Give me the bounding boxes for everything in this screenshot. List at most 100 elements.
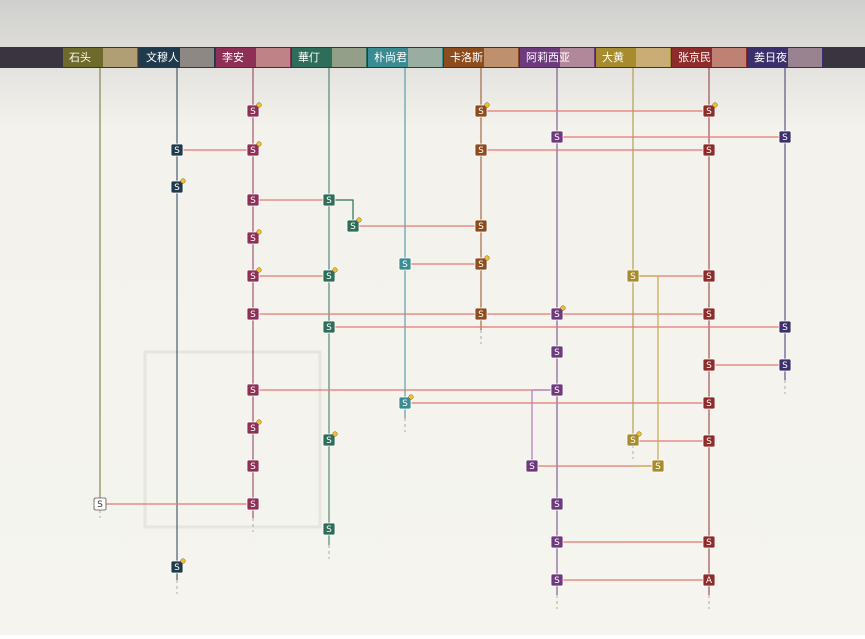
story-node[interactable]: S [550,535,564,549]
story-node[interactable]: S [246,419,262,435]
story-node[interactable]: S [626,431,642,447]
story-node[interactable]: S [474,143,488,157]
node-box [246,459,260,473]
story-node[interactable]: S [398,257,412,271]
node-box [626,433,640,447]
story-node[interactable]: S [702,396,716,410]
story-node[interactable]: S [246,267,262,283]
story-node[interactable]: S [246,497,260,511]
node-label: S [554,386,560,396]
node-box [246,497,260,511]
story-node[interactable]: S [322,267,338,283]
node-label: S [655,462,661,472]
node-star [332,267,338,273]
story-node[interactable]: S [246,193,260,207]
story-node[interactable]: A [702,573,716,587]
node-label: S [554,576,560,586]
node-box [246,269,260,283]
node-star [636,431,642,437]
node-box [702,269,716,283]
node-label: S [97,500,103,510]
column-name: 石头 [69,51,91,64]
node-label: S [706,272,712,282]
story-node[interactable]: S [170,558,186,574]
story-node[interactable]: S [550,383,564,397]
story-node[interactable]: S [322,193,336,207]
story-node[interactable]: S [246,229,262,245]
node-label: S [250,107,256,117]
story-node[interactable]: S [550,497,564,511]
story-node[interactable]: S [322,431,338,447]
story-node[interactable]: S [778,320,792,334]
node-box [474,143,488,157]
node-label: S [782,133,788,143]
node-label: S [706,361,712,371]
story-node[interactable]: S [626,269,640,283]
node-label: S [554,310,560,320]
node-box [170,143,184,157]
story-node[interactable]: S [550,305,566,321]
story-node[interactable]: S [702,535,716,549]
story-node[interactable]: S [246,307,260,321]
node-box [778,320,792,334]
story-node[interactable]: S [322,320,336,334]
node-label: S [478,260,484,270]
node-label: S [478,310,484,320]
story-node[interactable]: S [170,143,184,157]
node-label: S [250,500,256,510]
story-node[interactable]: S [778,130,792,144]
story-node[interactable]: S [525,459,539,473]
story-node[interactable]: S [550,130,564,144]
column-name: 卡洛斯 [450,50,483,64]
node-star [256,102,262,108]
story-node[interactable]: S [651,459,665,473]
node-box [246,193,260,207]
story-node[interactable]: S [246,102,262,118]
story-node[interactable]: S [246,459,260,473]
column-name: 華仃 [298,51,320,64]
node-box [550,573,564,587]
story-node[interactable]: S [170,178,186,194]
story-node[interactable]: S [702,102,718,118]
story-node[interactable]: S [474,102,490,118]
story-node[interactable]: S [702,434,716,448]
story-node[interactable]: S [702,269,716,283]
branch-line [633,275,659,467]
node-box [170,560,184,574]
story-node[interactable]: S [702,358,716,372]
story-node[interactable]: S [702,143,716,157]
node-box [550,535,564,549]
story-node[interactable]: S [246,383,260,397]
story-node[interactable]: S [474,307,488,321]
story-node[interactable]: S [474,255,490,271]
story-node[interactable]: S [702,307,716,321]
column-name: 李安 [222,50,244,64]
node-label: S [554,538,560,548]
node-box [550,497,564,511]
story-node[interactable]: S [550,573,564,587]
node-star [484,102,490,108]
node-label: S [706,310,712,320]
node-box [702,143,716,157]
story-node[interactable]: S [474,219,488,233]
node-box [246,104,260,118]
node-label: S [250,462,256,472]
node-label: S [478,107,484,117]
node-box [651,459,665,473]
story-node[interactable]: S [93,497,107,511]
story-node[interactable]: S [322,522,336,536]
story-node[interactable]: S [778,358,792,372]
node-label: S [782,361,788,371]
story-node[interactable]: S [346,217,362,233]
column-name: 文穆人 [146,50,179,64]
story-node[interactable]: S [246,141,262,157]
node-box [525,459,539,473]
column-name: 阿莉西亚 [526,51,570,64]
story-node[interactable]: S [398,394,414,410]
node-box [702,434,716,448]
portrait [712,48,746,67]
story-node[interactable]: S [550,345,564,359]
node-box [550,307,564,321]
node-star [332,431,338,437]
